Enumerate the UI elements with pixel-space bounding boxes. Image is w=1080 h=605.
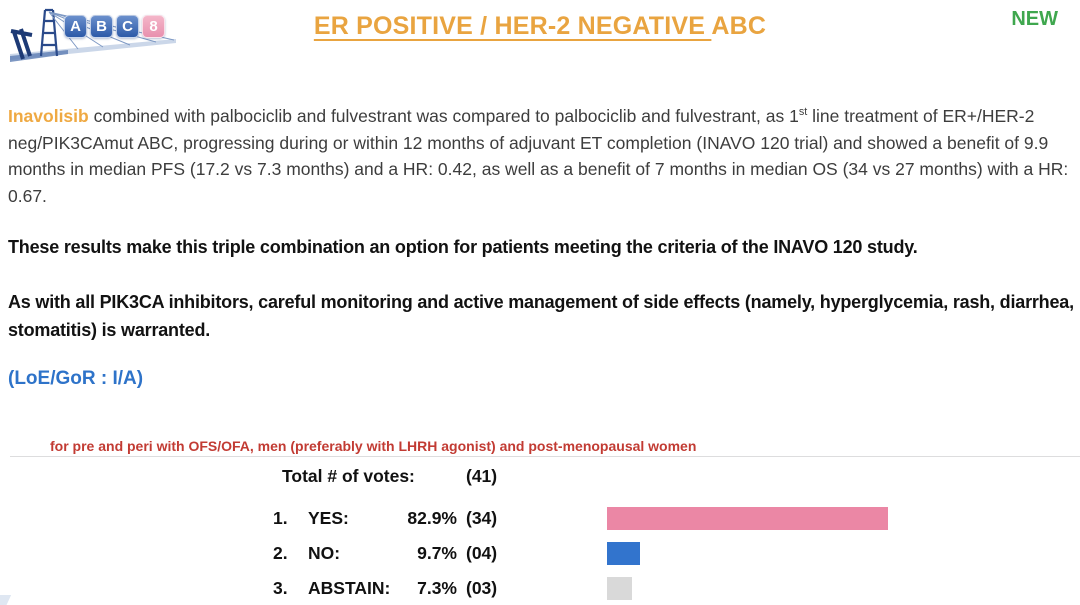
intro-text-1: combined with palbociclib and fulvestran… <box>88 106 799 126</box>
vote-total-label: Total # of votes: <box>282 465 415 486</box>
vote-num: 2. <box>273 543 288 563</box>
vote-label: NO: <box>308 543 341 563</box>
intro-text-2: line treatment of ER+/HER-2 neg/PIK3CAmu… <box>8 106 1069 206</box>
logo-letter-tiles: A B C 8 <box>64 15 165 38</box>
safety-statement: As with all PIK3CA inhibitors, careful m… <box>8 292 1074 340</box>
drug-name: Inavolisib <box>8 106 89 126</box>
vote-label: ABSTAIN: <box>308 578 391 598</box>
voting-results: Total # of votes: (41) 1. YES: 82.9% (34… <box>273 463 888 605</box>
bridge-icon <box>10 8 176 62</box>
vote-label: YES: <box>308 508 349 528</box>
vote-row-no: 2. NO: 9.7% (04) <box>273 541 888 566</box>
recommendation-statement: These results make this triple combinati… <box>8 237 918 257</box>
logo-tile-c: C <box>116 15 139 38</box>
logo-tile-a: A <box>64 15 87 38</box>
vote-row-yes: 1. YES: 82.9% (34) <box>273 506 888 531</box>
new-badge: NEW <box>1011 8 1058 30</box>
corner-accent <box>0 595 28 605</box>
vote-bar-no <box>607 542 640 565</box>
intro-paragraph: Inavolisib combined with palbociclib and… <box>8 103 1074 209</box>
vote-row-abstain: 3. ABSTAIN: 7.3% (03) <box>273 576 888 601</box>
vote-num: 1. <box>273 508 288 528</box>
population-note: for pre and peri with OFS/OFA, men (pref… <box>50 438 697 454</box>
vote-count: (03) <box>466 578 498 598</box>
vote-percent: 9.7% <box>417 543 457 563</box>
ordinal-superscript: st <box>798 106 808 119</box>
loe-gor-label: (LoE/GoR : I/A) <box>8 368 144 389</box>
section-divider <box>10 456 1080 457</box>
logo-tile-b: B <box>90 15 113 38</box>
vote-percent: 82.9% <box>407 508 457 528</box>
vote-bar-abstain <box>607 577 632 600</box>
vote-num: 3. <box>273 578 288 598</box>
vote-bar-yes <box>607 507 888 530</box>
page-title-underlined: ER POSITIVE / HER-2 NEGATIVE <box>313 12 712 40</box>
vote-total-count: (41) <box>466 465 498 486</box>
vote-total-row: Total # of votes: (41) <box>273 463 888 489</box>
vote-count: (04) <box>466 543 498 563</box>
page-title-rest: ABC <box>711 12 767 40</box>
vote-count: (34) <box>466 508 498 528</box>
abc8-logo: A B C 8 <box>8 4 178 66</box>
logo-tile-8: 8 <box>142 15 165 38</box>
vote-percent: 7.3% <box>417 578 457 598</box>
page-title: ER POSITIVE / HER-2 NEGATIVE ABC <box>0 12 1080 41</box>
